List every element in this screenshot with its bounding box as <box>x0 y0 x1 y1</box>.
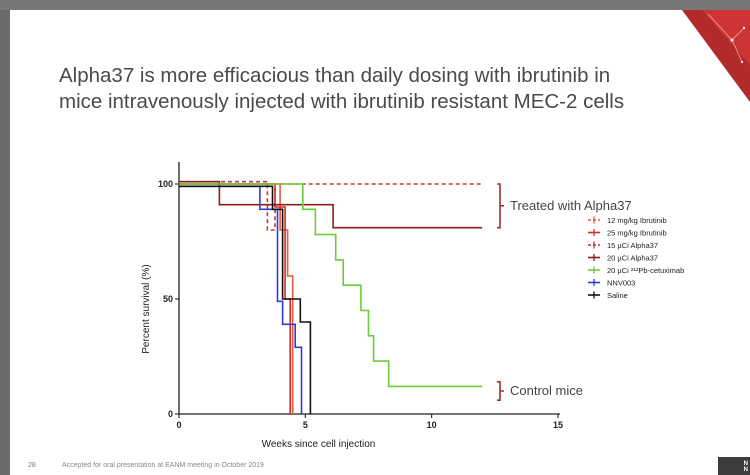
series-line <box>179 180 483 229</box>
x-tick-label: 5 <box>303 420 308 430</box>
x-tick-label: 15 <box>553 420 563 430</box>
legend-label: 20 µCi ²¹²Pb-cetuximab <box>607 266 684 275</box>
slide-title-line-2: mice intravenously injected with ibrutin… <box>59 90 625 113</box>
legend-label: 25 mg/kg Ibrutinib <box>607 229 667 238</box>
y-tick-label: 50 <box>163 294 173 304</box>
annotation-label: Treated with Alpha37 <box>510 198 632 213</box>
annotation-bracket <box>497 183 504 229</box>
x-tick-label: 10 <box>427 420 437 430</box>
series-line <box>179 180 483 231</box>
series-line <box>179 183 292 414</box>
logo-text: N N <box>743 461 748 473</box>
footnote: Accepted for oral presentation at EANM m… <box>62 462 264 469</box>
slide-footer: 28 Accepted for oral presentation at EAN… <box>10 461 750 475</box>
annotation-label: Control mice <box>510 383 583 398</box>
legend-label: 12 mg/kg Ibrutinib <box>607 216 667 225</box>
slide-title-line-1: Alpha37 is more efficacious than daily d… <box>59 64 611 87</box>
corner-graphic-icon <box>682 10 750 102</box>
presentation-slide: Alpha37 is more efficacious than daily d… <box>10 10 750 475</box>
y-axis-label: Percent survival (%) <box>141 264 152 353</box>
legend-label: 20 µCi Alpha37 <box>607 254 658 263</box>
page-number: 28 <box>28 462 36 469</box>
y-tick-label: 100 <box>158 179 173 189</box>
slide-title: Alpha37 is more efficacious than daily d… <box>59 63 679 115</box>
legend-label: NNV003 <box>607 279 635 288</box>
series-line <box>179 185 312 414</box>
legend-label: 15 µCi Alpha37 <box>607 241 658 250</box>
company-logo: N N <box>718 457 750 475</box>
y-tick-label: 0 <box>168 409 173 419</box>
x-tick-label: 0 <box>176 420 181 430</box>
series-line <box>179 185 303 414</box>
legend-label: Saline <box>607 291 628 300</box>
window-top-bar <box>0 0 750 10</box>
x-axis-label: Weeks since cell injection <box>262 439 376 450</box>
annotation-bracket <box>497 381 504 401</box>
survival-chart: 0 50 100 0 5 10 15 Weeks since cell injection Pe… <box>141 162 684 450</box>
series-line <box>179 183 483 388</box>
